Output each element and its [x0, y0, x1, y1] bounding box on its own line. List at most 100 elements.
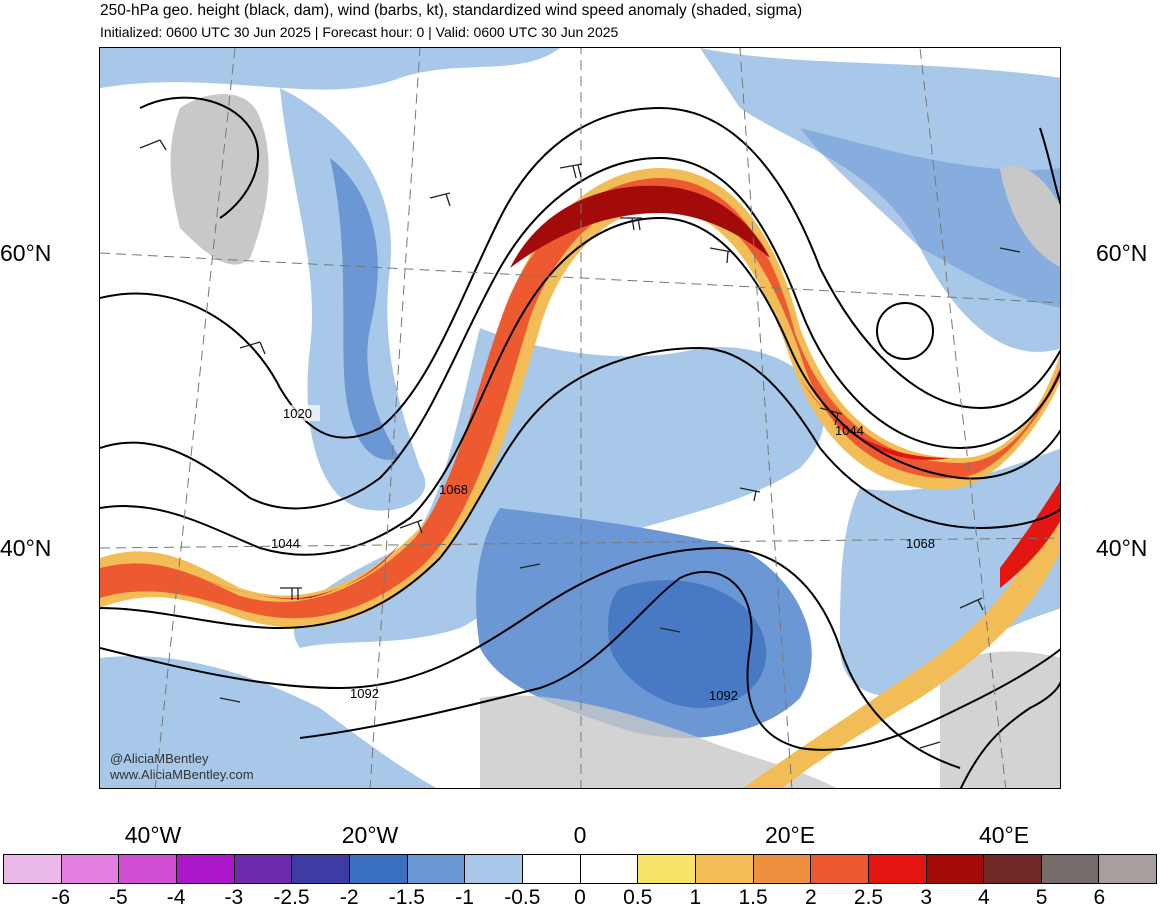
- colorbar-swatch: [638, 855, 696, 883]
- contour-label: 1092: [350, 686, 379, 701]
- wind-barb: [139, 139, 167, 151]
- anomaly-area-sw: [100, 656, 437, 788]
- wind-barb: [959, 597, 984, 611]
- wind-barb: [399, 519, 423, 534]
- contour-line: [100, 216, 1060, 556]
- contour-label: 1044: [835, 423, 864, 438]
- wind-barb: [559, 163, 583, 179]
- contour-line: [139, 96, 260, 219]
- wind-barb: [519, 563, 541, 569]
- wind-barb: [999, 247, 1021, 253]
- colorbar-swatch: [176, 855, 235, 883]
- contour-line: [100, 546, 961, 769]
- wind-barb: [819, 407, 843, 426]
- map-panel: 1020 1044 1068 1092 1044 1068 1092 @Alic…: [99, 47, 1061, 789]
- lon-label-40e: 40°E: [978, 822, 1030, 848]
- colorbar-swatch: [4, 855, 62, 883]
- lat-label-right-60: 60°N: [1096, 240, 1148, 266]
- colorbar-swatch: [926, 855, 985, 883]
- credit-website: www.AliciaMBentley.com: [110, 767, 254, 782]
- colorbar-tick-label: 0: [574, 886, 586, 909]
- colorbar-swatch: [234, 855, 293, 883]
- wind-barb: [280, 587, 302, 600]
- middle-east-land: [940, 651, 1060, 788]
- colorbar-tick-label: -3: [224, 886, 244, 909]
- low-contour-circle: [876, 302, 934, 360]
- colorbar-swatch: [1099, 855, 1157, 883]
- colorbar-swatch: [61, 855, 120, 883]
- lon-label-20e: 20°E: [764, 822, 816, 848]
- contour-label: 1068: [439, 482, 468, 497]
- lon-line-20w: [369, 48, 421, 788]
- wind-barb: [620, 217, 642, 231]
- lat-label-left-60: 60°N: [0, 240, 52, 266]
- wind-barb: [659, 627, 681, 633]
- colorbar-tick-label: -5: [109, 886, 128, 909]
- colorbar-tick-label: 1.5: [738, 886, 768, 909]
- lon-label-40w: 40°W: [124, 822, 182, 848]
- colorbar-tick-label: -6: [51, 886, 71, 909]
- lat-label-right-40: 40°N: [1096, 535, 1148, 561]
- jet-core-southeast: [1000, 481, 1060, 588]
- wind-barb: [219, 697, 241, 703]
- colorbar-tick-label: -1: [455, 886, 474, 909]
- colorbar-swatch: [695, 855, 754, 883]
- lon-label-0: 0: [573, 822, 587, 848]
- colorbar-swatch: [349, 855, 408, 883]
- chart-subtitle: Initialized: 0600 UTC 30 Jun 2025 | Fore…: [100, 24, 619, 40]
- chart-title: 250-hPa geo. height (black, dam), wind (…: [100, 2, 803, 19]
- lon-line-40w: [154, 48, 236, 788]
- anomaly-area-ne-deep: [800, 128, 1060, 308]
- colorbar-swatch: [753, 855, 812, 883]
- jet-stream-southeast: [742, 483, 1060, 788]
- north-africa-land: [480, 695, 837, 788]
- contour-label: 1068: [906, 536, 935, 551]
- russia-land: [1000, 166, 1060, 267]
- anomaly-area-west-core: [330, 158, 400, 460]
- contour-label: 1044: [271, 536, 300, 551]
- wind-barbs: [139, 139, 1021, 749]
- wind-barb: [429, 192, 451, 207]
- colorbar-tick-label: 4: [978, 886, 990, 909]
- contour-label-bg: [280, 405, 320, 421]
- greenland-land: [170, 94, 269, 265]
- contour-label: 1020: [283, 406, 312, 421]
- lon-line-40e: [919, 48, 1007, 788]
- colorbar-swatch: [868, 855, 927, 883]
- credit-handle: @AliciaMBentley: [110, 751, 209, 766]
- anomaly-area-nw: [100, 48, 560, 90]
- colorbar-swatch: [522, 855, 581, 883]
- contour-line: [100, 106, 1060, 439]
- colorbar-tick-label: 2.5: [853, 886, 884, 909]
- colorbar-swatch: [292, 855, 350, 883]
- wind-barb: [239, 341, 266, 355]
- colorbar-swatch: [580, 855, 639, 883]
- colorbar-tick-label: -0.5: [504, 886, 541, 909]
- wind-barb: [739, 487, 761, 502]
- jet-core-norway: [510, 185, 770, 268]
- colorbar-tick-label: 2: [804, 886, 817, 909]
- wind-barb: [709, 247, 733, 264]
- lat-label-left-40: 40°N: [0, 535, 52, 561]
- colorbar-swatch: [984, 855, 1042, 883]
- wind-barb: [919, 741, 941, 749]
- colorbar-tick-label: 0.5: [623, 886, 653, 909]
- colorbar-swatch: [465, 855, 523, 883]
- contour-labels: 1020 1044 1068 1092 1044 1068 1092: [271, 405, 935, 703]
- anomaly-area-east: [840, 448, 1060, 696]
- colorbar-tick-label: 6: [1093, 886, 1106, 909]
- colorbar-tick-label: -1.5: [388, 886, 425, 909]
- contour-line: [959, 681, 1060, 788]
- contour-label: 1092: [709, 688, 738, 703]
- contour-line: [100, 156, 1060, 510]
- colorbar: [3, 854, 1157, 884]
- colorbar-tick-label: -2: [339, 886, 359, 909]
- colorbar-swatch: [407, 855, 466, 883]
- lon-line-20e: [739, 48, 793, 788]
- lon-label-20w: 20°W: [341, 822, 399, 848]
- colorbar-tick-label: -2.5: [273, 886, 310, 909]
- height-contours: [100, 96, 1060, 788]
- colorbar-tick-label: -4: [166, 886, 186, 909]
- colorbar-tick-label: 1: [689, 886, 702, 909]
- colorbar-tick-label: 3: [920, 886, 933, 909]
